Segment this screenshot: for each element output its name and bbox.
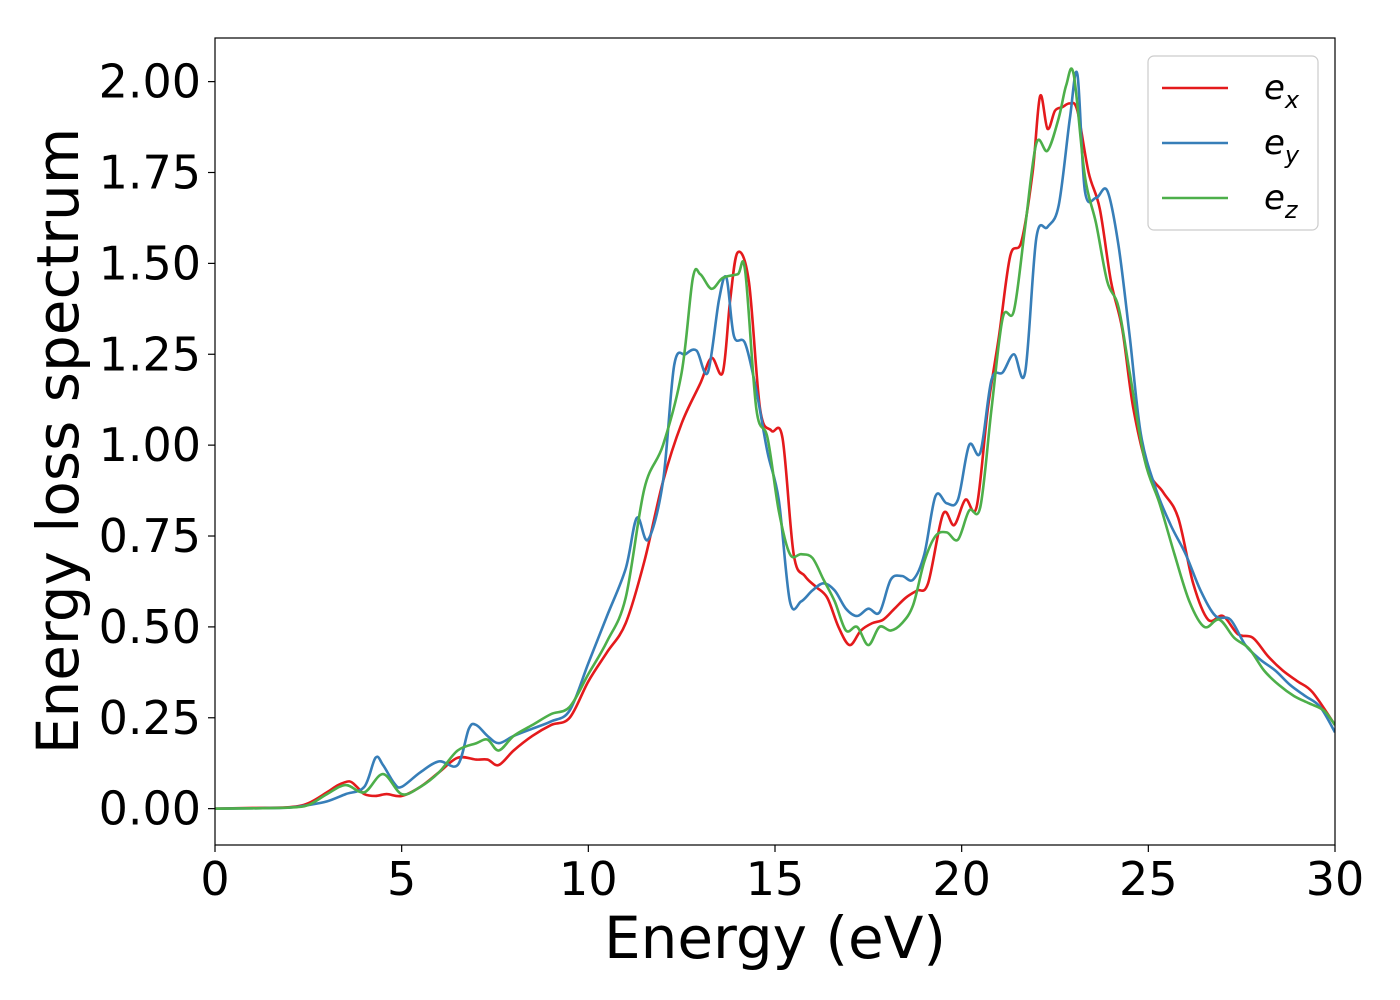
axes-layer: 0 5 10 15 20 25 30 0.00 0.25 0.50 0.75 1.00 1.25 1.50…	[99, 37, 1365, 906]
y-tick-label: 1.00	[99, 418, 201, 472]
legend-label-z: ez	[1264, 178, 1299, 224]
plot-layer	[215, 67, 1335, 810]
x-tick-label: 5	[387, 852, 416, 906]
legend-label-x: ex	[1264, 68, 1300, 114]
y-tick-label: 2.00	[99, 55, 201, 109]
x-tick-label: 30	[1306, 852, 1365, 906]
y-tick-label: 0.25	[99, 691, 201, 745]
series-line-z	[215, 67, 1335, 810]
series-line-y	[215, 70, 1335, 810]
x-tick-label: 20	[932, 852, 991, 906]
y-tick-label: 1.75	[99, 146, 201, 200]
legend-box	[1147, 55, 1319, 231]
x-tick-label: 10	[559, 852, 618, 906]
x-tick-label: 25	[1119, 852, 1178, 906]
y-tick-label: 1.25	[99, 327, 201, 381]
y-tick-label: 0.50	[99, 600, 201, 654]
x-axis-title: Energy (eV)	[604, 904, 946, 972]
x-tick-label: 15	[746, 852, 805, 906]
y-tick-label: 1.50	[99, 236, 201, 290]
y-tick-label: 0.00	[99, 782, 201, 836]
y-tick-label: 0.75	[99, 509, 201, 563]
legend: ex ey ez	[1147, 55, 1319, 231]
y-axis-title: Energy loss spectrum	[24, 128, 92, 754]
legend-label-y: ey	[1264, 123, 1300, 169]
x-tick-label: 0	[200, 852, 229, 906]
